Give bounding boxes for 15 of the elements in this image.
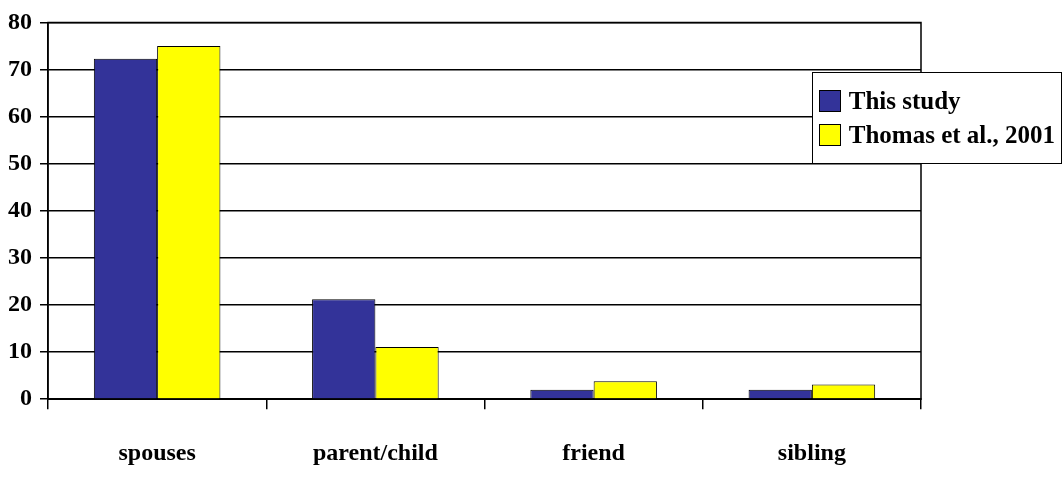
y-tick-label: 70 <box>8 54 32 81</box>
y-tick-label: 30 <box>8 243 32 270</box>
y-tick-label: 80 <box>8 7 32 34</box>
x-tick-label: spouses <box>118 438 196 465</box>
x-tick-label: sibling <box>777 438 846 465</box>
y-tick-label: 50 <box>8 148 32 175</box>
x-tick-label: friend <box>562 438 626 465</box>
legend-label: This study <box>848 87 961 115</box>
y-tick-label: 10 <box>8 337 32 364</box>
y-tick-label: 40 <box>8 196 32 222</box>
x-tick-label: parent/child <box>312 438 439 465</box>
legend-label: Thomas et al., 2001 <box>848 121 1055 149</box>
y-tick-label: 20 <box>8 290 32 317</box>
y-tick-label: 60 <box>8 101 32 128</box>
y-tick-label: 0 <box>20 384 32 411</box>
